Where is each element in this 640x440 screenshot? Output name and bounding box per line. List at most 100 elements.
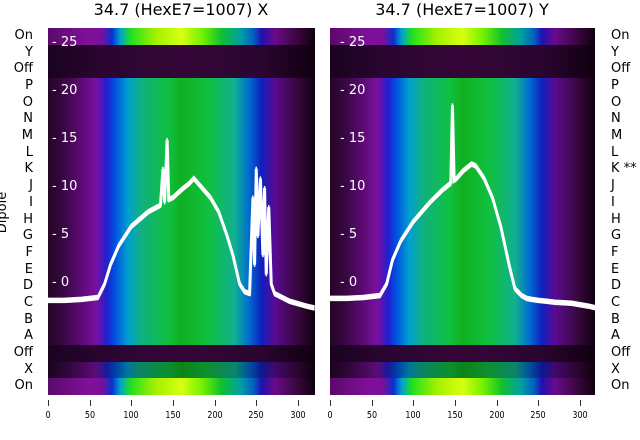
profile-line xyxy=(48,141,315,311)
profile-line xyxy=(330,103,595,307)
heatmap-row xyxy=(330,311,595,330)
x-tick-label: 200 xyxy=(203,400,227,421)
heatmap-row xyxy=(330,361,595,380)
row-label: A xyxy=(611,328,620,344)
row-label: G xyxy=(611,228,622,244)
x-tick-label: 50 xyxy=(78,400,102,421)
heatmap-row xyxy=(330,194,595,213)
y-tick-label: - 25 xyxy=(52,35,78,50)
row-label: O xyxy=(611,94,622,110)
row-label: E xyxy=(24,261,33,277)
x-tick-label: 150 xyxy=(443,400,467,421)
row-label: P xyxy=(25,78,33,94)
heatmap-row xyxy=(48,344,315,363)
row-label: On xyxy=(611,28,630,43)
heatmap-row xyxy=(48,28,315,46)
heatmap-row xyxy=(330,344,595,363)
heatmap-row xyxy=(48,78,315,96)
x-tick-label: 100 xyxy=(119,400,143,421)
heatmap-row xyxy=(48,294,315,313)
profile-line xyxy=(330,105,595,310)
row-label: J xyxy=(29,178,33,194)
row-label: Y xyxy=(25,44,33,60)
row-label: E xyxy=(611,261,620,277)
heatmap-row xyxy=(48,144,315,163)
row-label: J xyxy=(611,178,615,194)
x-tick-label: 100 xyxy=(401,400,425,421)
y-tick-label: - 15 xyxy=(52,131,78,146)
heatmap-row xyxy=(48,261,315,280)
heatmap-row xyxy=(330,144,595,163)
row-label: B xyxy=(611,311,620,327)
heatmap-row xyxy=(330,261,595,280)
x-tick-label: 250 xyxy=(526,400,550,421)
y-tick-label: - 0 xyxy=(340,275,358,290)
y-tick-label: - 10 xyxy=(52,179,78,194)
row-label: Off xyxy=(611,344,631,360)
y-tick-label: - 5 xyxy=(340,227,358,242)
row-label: On xyxy=(14,378,33,394)
row-label: Off xyxy=(13,344,33,360)
heatmap-row xyxy=(330,28,595,46)
heatmap-row xyxy=(48,111,315,130)
y-tick-label: - 10 xyxy=(340,179,366,194)
heatmap-row xyxy=(48,161,315,180)
x-tick-label: 300 xyxy=(568,400,592,421)
row-label: On xyxy=(14,28,33,43)
row-label: I xyxy=(29,194,33,210)
row-label: X xyxy=(24,361,33,377)
row-label: K ** xyxy=(611,161,637,177)
profile-line xyxy=(330,107,595,311)
row-label: M xyxy=(611,128,623,144)
heatmap-row xyxy=(330,328,595,346)
row-label: A xyxy=(24,328,33,344)
heatmap-row xyxy=(48,228,315,246)
heatmap-row xyxy=(330,278,595,296)
row-label: Off xyxy=(611,61,631,77)
profile-plot xyxy=(48,137,315,311)
row-label: K xyxy=(24,161,33,177)
row-label: Off xyxy=(13,61,33,77)
row-label: I xyxy=(611,194,615,210)
heatmap-row xyxy=(48,311,315,330)
heatmap-row xyxy=(330,378,595,395)
heatmap-panel-y: - 0 - 5 - 10 - 15 - 20 - 25 xyxy=(330,28,595,395)
x-tick-label: 0 xyxy=(318,400,342,421)
x-tick-label: 200 xyxy=(485,400,509,421)
x-tick-label: 250 xyxy=(244,400,268,421)
chart-title-y: 34.7 (HexE7=1007) Y xyxy=(375,0,549,19)
row-label: M xyxy=(21,128,33,144)
y-axis-label: Dipole xyxy=(0,191,11,234)
y-tick-label: - 20 xyxy=(52,83,78,98)
profile-line xyxy=(48,139,315,310)
row-label: Y xyxy=(611,44,619,60)
heatmap-row xyxy=(48,361,315,380)
y-tick-label: - 5 xyxy=(52,227,70,242)
heatmap-row xyxy=(330,228,595,246)
x-tick-label: 300 xyxy=(286,400,310,421)
y-tick-label: - 20 xyxy=(340,83,366,98)
row-label: On xyxy=(611,378,630,394)
heatmap-row xyxy=(48,378,315,395)
heatmap-row xyxy=(48,94,315,113)
heatmap-row xyxy=(48,128,315,146)
row-label: X xyxy=(611,361,620,377)
heatmap-row xyxy=(330,111,595,130)
row-label: F xyxy=(611,244,619,260)
heatmap-row xyxy=(330,78,595,96)
heatmap-row xyxy=(330,178,595,196)
heatmap-row xyxy=(48,328,315,346)
row-label: D xyxy=(22,278,33,294)
heatmap-panel-x: - 0 - 5 - 10 - 15 - 20 - 25 xyxy=(48,28,315,395)
row-label: O xyxy=(22,94,33,110)
row-label: C xyxy=(611,294,621,310)
row-label: L xyxy=(611,144,619,160)
heatmap-row xyxy=(48,194,315,213)
row-label: C xyxy=(23,294,33,310)
x-tick-label: 50 xyxy=(360,400,384,421)
row-label: H xyxy=(23,211,33,227)
heatmap-row xyxy=(330,128,595,146)
profile-plot xyxy=(330,103,595,311)
x-tick-label: 0 xyxy=(36,400,60,421)
